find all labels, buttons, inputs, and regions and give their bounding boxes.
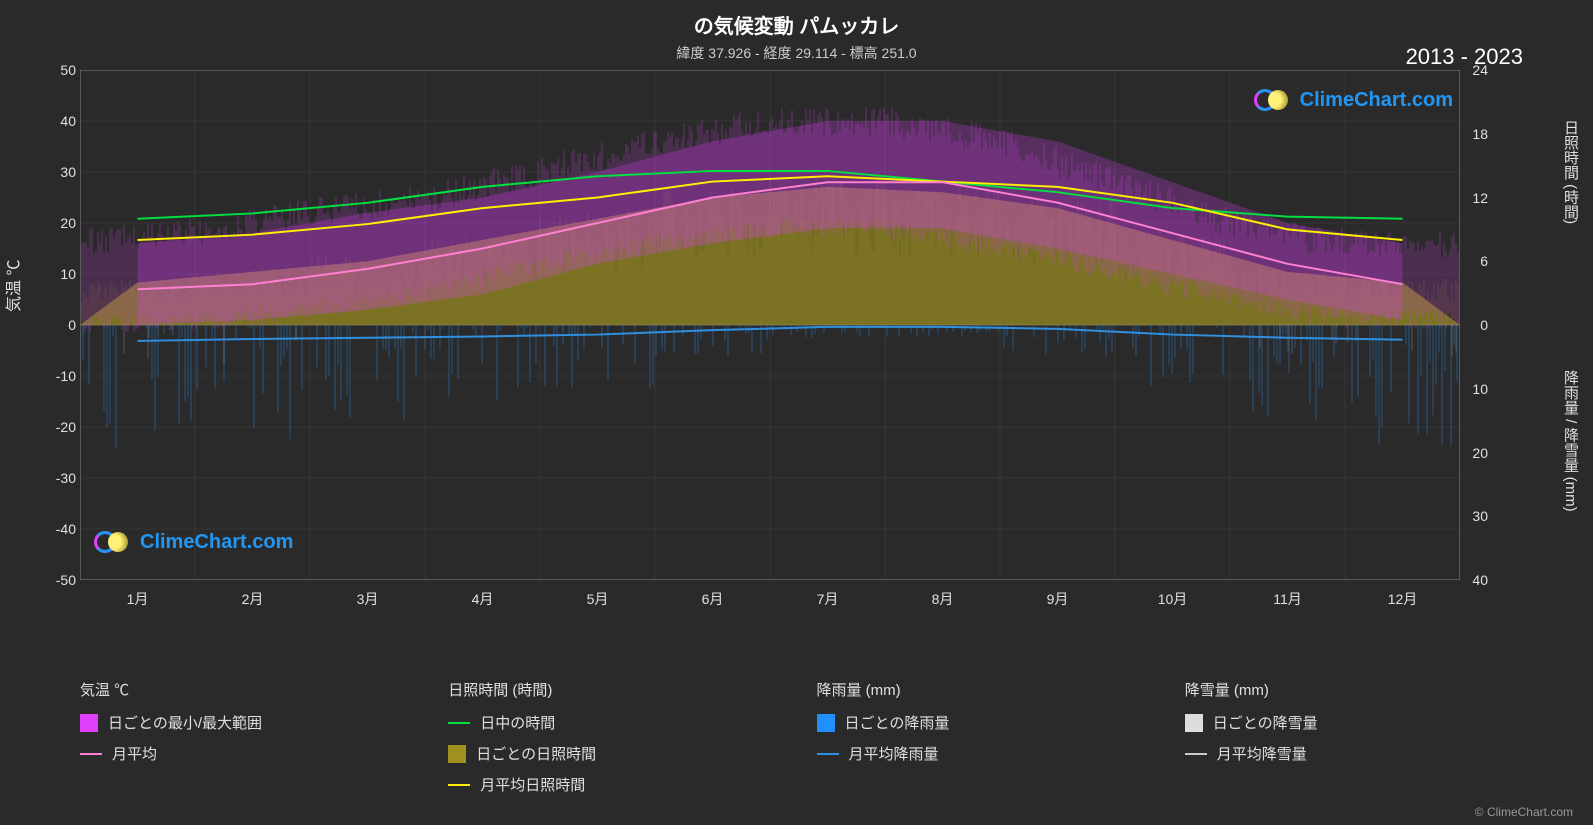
y-tick-left: 30 <box>48 164 76 180</box>
legend-item: 日ごとの降雨量 <box>817 712 1145 733</box>
x-tick-month: 3月 <box>357 589 379 609</box>
x-tick-month: 11月 <box>1273 589 1302 609</box>
y-tick-right-rain: 40 <box>1472 572 1488 588</box>
watermark-text: ClimeChart.com <box>140 531 293 554</box>
legend-item-label: 月平均降雪量 <box>1217 743 1307 764</box>
y-tick-right-rain: 10 <box>1472 381 1488 397</box>
y-tick-right-rain: 20 <box>1472 445 1488 461</box>
legend-swatch-icon <box>80 714 98 732</box>
watermark-text: ClimeChart.com <box>1300 89 1453 112</box>
legend-item: 月平均降雨量 <box>817 743 1145 764</box>
y-tick-left: -50 <box>48 572 76 588</box>
legend-group-title: 降雪量 (mm) <box>1185 679 1513 700</box>
x-tick-month: 6月 <box>702 589 724 609</box>
x-tick-month: 2月 <box>242 589 264 609</box>
y-axis-right-top-label: 日照時間 (時間) <box>1560 120 1581 224</box>
x-tick-month: 10月 <box>1158 589 1188 609</box>
y-tick-left: 50 <box>48 62 76 78</box>
legend-item-label: 月平均降雨量 <box>849 743 939 764</box>
credit-label: © ClimeChart.com <box>1475 805 1573 819</box>
y-tick-left: 10 <box>48 266 76 282</box>
legend-item-label: 月平均日照時間 <box>480 774 585 795</box>
legend-item-label: 日ごとの最小/最大範囲 <box>108 712 262 733</box>
y-tick-left: 40 <box>48 113 76 129</box>
legend-item-label: 日ごとの日照時間 <box>476 743 596 764</box>
legend-item: 日ごとの降雪量 <box>1185 712 1513 733</box>
legend-group: 気温 ℃ 日ごとの最小/最大範囲月平均 <box>80 679 408 805</box>
watermark-bottom: ClimeChart.com <box>94 530 293 554</box>
legend-item: 月平均日照時間 <box>448 774 776 795</box>
y-tick-right-sun: 0 <box>1480 317 1488 333</box>
y-tick-left: -40 <box>48 521 76 537</box>
legend-group: 降雨量 (mm) 日ごとの降雨量月平均降雨量 <box>817 679 1145 805</box>
plot-svg <box>80 70 1460 580</box>
legend-item-label: 月平均 <box>112 743 157 764</box>
legend-line-icon <box>448 722 470 724</box>
chart-subtitle: 緯度 37.926 - 経度 29.114 - 標高 251.0 <box>0 39 1593 63</box>
legend-swatch-icon <box>1185 714 1203 732</box>
chart-title: の気候変動 パムッカレ <box>0 0 1593 39</box>
y-axis-left-label: 気温 ℃ <box>0 260 24 312</box>
legend-item: 日中の時間 <box>448 712 776 733</box>
x-tick-month: 5月 <box>587 589 609 609</box>
legend-line-icon <box>817 753 839 755</box>
legend-group: 降雪量 (mm) 日ごとの降雪量月平均降雪量 <box>1185 679 1513 805</box>
legend-group: 日照時間 (時間) 日中の時間日ごとの日照時間月平均日照時間 <box>448 679 776 805</box>
x-tick-month: 1月 <box>127 589 149 609</box>
y-tick-left: -20 <box>48 419 76 435</box>
x-tick-month: 7月 <box>817 589 839 609</box>
legend-line-icon <box>448 784 470 786</box>
x-tick-month: 4月 <box>472 589 494 609</box>
y-tick-right-sun: 24 <box>1472 62 1488 78</box>
legend-line-icon <box>1185 753 1207 755</box>
legend-item: 日ごとの日照時間 <box>448 743 776 764</box>
legend-item: 月平均降雪量 <box>1185 743 1513 764</box>
watermark-top: ClimeChart.com <box>1254 88 1453 112</box>
y-tick-right-sun: 18 <box>1472 126 1488 142</box>
legend-group-title: 降雨量 (mm) <box>817 679 1145 700</box>
y-tick-left: -30 <box>48 470 76 486</box>
year-range-label: 2013 - 2023 <box>1406 44 1523 70</box>
watermark-logo-icon <box>94 530 132 554</box>
y-tick-left: 0 <box>48 317 76 333</box>
legend-item: 日ごとの最小/最大範囲 <box>80 712 408 733</box>
x-tick-month: 8月 <box>932 589 954 609</box>
x-tick-month: 12月 <box>1388 589 1418 609</box>
legend-swatch-icon <box>448 745 466 763</box>
legend-item-label: 日ごとの降雪量 <box>1213 712 1318 733</box>
legend: 気温 ℃ 日ごとの最小/最大範囲月平均 日照時間 (時間) 日中の時間日ごとの日照時間… <box>80 679 1513 805</box>
legend-line-icon <box>80 753 102 755</box>
y-tick-left: -10 <box>48 368 76 384</box>
y-tick-left: 20 <box>48 215 76 231</box>
y-tick-right-sun: 12 <box>1472 190 1488 206</box>
y-tick-right-sun: 6 <box>1480 253 1488 269</box>
legend-group-title: 日照時間 (時間) <box>448 679 776 700</box>
legend-item-label: 日中の時間 <box>480 712 555 733</box>
legend-group-title: 気温 ℃ <box>80 679 408 700</box>
climate-chart: の気候変動 パムッカレ 緯度 37.926 - 経度 29.114 - 標高 2… <box>0 0 1593 825</box>
y-axis-right-bottom-label: 降雨量 / 降雪量 (mm) <box>1560 370 1581 512</box>
watermark-logo-icon <box>1254 88 1292 112</box>
legend-item-label: 日ごとの降雨量 <box>845 712 950 733</box>
legend-swatch-icon <box>817 714 835 732</box>
legend-item: 月平均 <box>80 743 408 764</box>
x-tick-month: 9月 <box>1047 589 1069 609</box>
y-tick-right-rain: 30 <box>1472 508 1488 524</box>
